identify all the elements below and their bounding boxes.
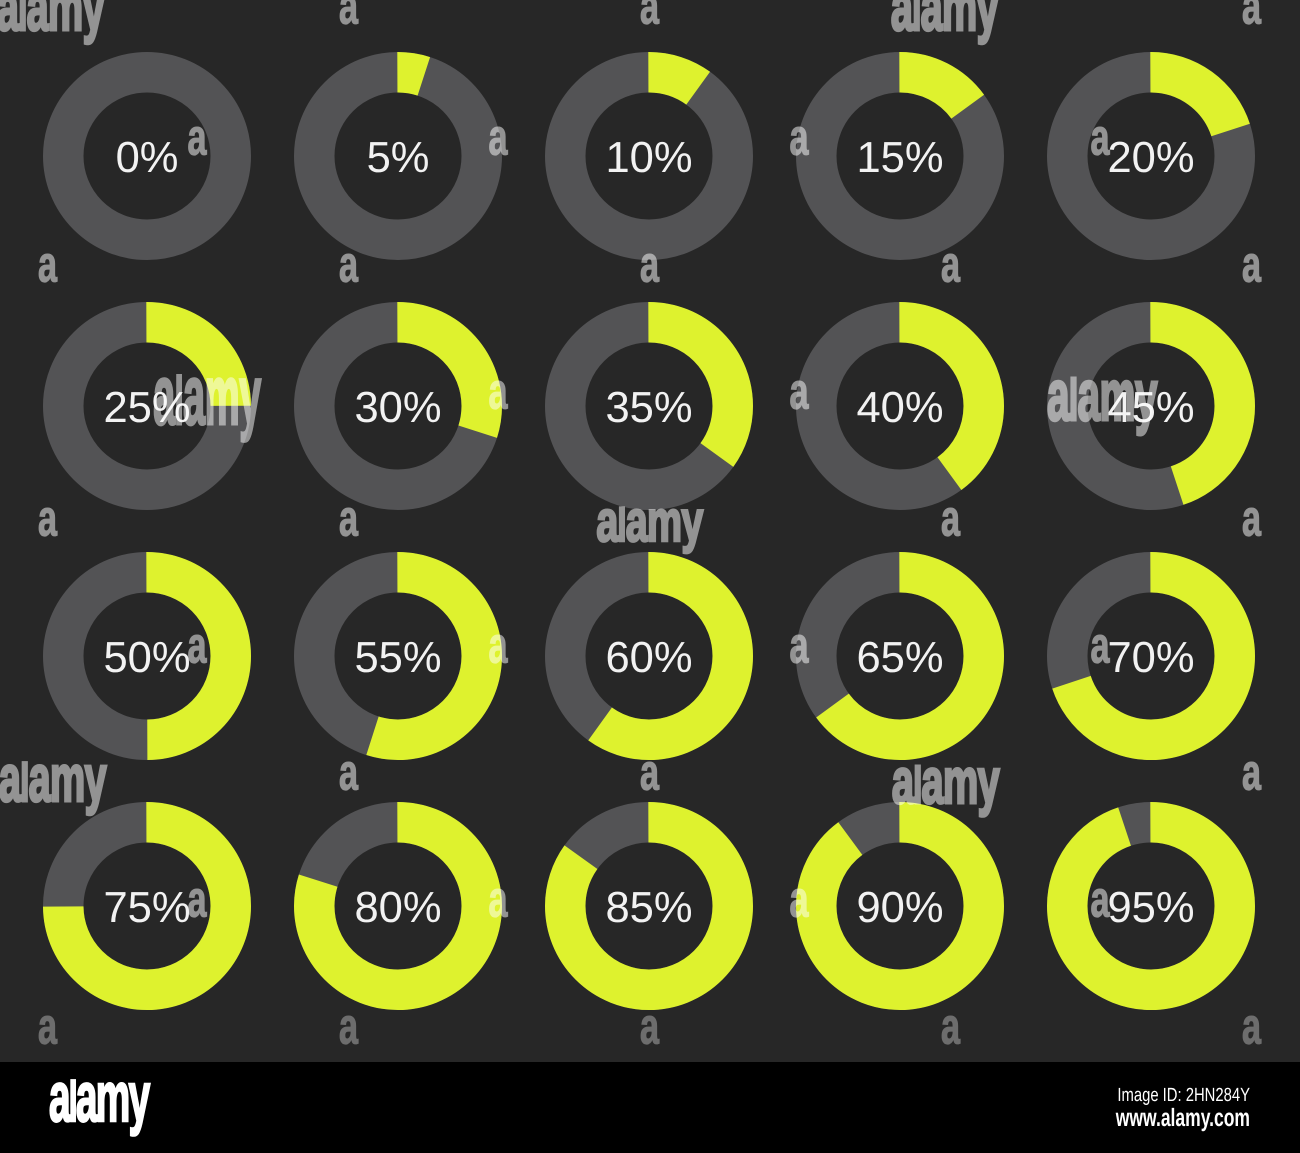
svg-text:90%: 90%	[856, 884, 943, 932]
svg-text:a: a	[640, 998, 659, 1055]
svg-text:alamy: alamy	[49, 1058, 150, 1136]
svg-text:a: a	[339, 0, 358, 35]
svg-text:alamy: alamy	[0, 741, 107, 815]
svg-text:15%: 15%	[856, 134, 943, 182]
svg-text:60%: 60%	[605, 634, 692, 682]
svg-text:a: a	[38, 998, 57, 1055]
svg-text:25%: 25%	[103, 384, 190, 432]
svg-text:a: a	[789, 871, 808, 928]
svg-text:a: a	[488, 617, 507, 674]
svg-text:a: a	[789, 109, 808, 166]
svg-text:a: a	[1242, 744, 1261, 801]
svg-text:a: a	[488, 363, 507, 420]
svg-text:a: a	[789, 617, 808, 674]
svg-text:a: a	[1242, 0, 1261, 35]
svg-text:10%: 10%	[605, 134, 692, 182]
svg-text:a: a	[339, 490, 358, 547]
svg-text:a: a	[339, 744, 358, 801]
svg-text:45%: 45%	[1107, 384, 1194, 432]
svg-text:80%: 80%	[354, 884, 441, 932]
svg-text:65%: 65%	[856, 634, 943, 682]
svg-text:a: a	[941, 490, 960, 547]
svg-text:5%: 5%	[367, 134, 430, 182]
svg-text:alamy: alamy	[0, 0, 105, 44]
svg-text:0%: 0%	[116, 134, 179, 182]
svg-text:a: a	[941, 236, 960, 293]
svg-text:a: a	[1090, 871, 1109, 928]
svg-text:55%: 55%	[354, 634, 441, 682]
svg-text:a: a	[339, 236, 358, 293]
svg-text:a: a	[38, 236, 57, 293]
svg-text:www.alamy.com: www.alamy.com	[1115, 1104, 1250, 1132]
svg-text:a: a	[488, 871, 507, 928]
svg-text:alamy: alamy	[596, 489, 703, 554]
svg-text:a: a	[1242, 998, 1261, 1055]
svg-text:75%: 75%	[103, 884, 190, 932]
svg-text:a: a	[187, 109, 206, 166]
svg-text:a: a	[640, 236, 659, 293]
svg-text:35%: 35%	[605, 384, 692, 432]
svg-text:Image ID: 2HN284Y: Image ID: 2HN284Y	[1117, 1085, 1250, 1106]
svg-text:a: a	[789, 363, 808, 420]
svg-text:a: a	[38, 490, 57, 547]
svg-text:a: a	[187, 617, 206, 674]
svg-text:a: a	[1090, 617, 1109, 674]
svg-text:a: a	[1242, 490, 1261, 547]
svg-text:a: a	[187, 871, 206, 928]
svg-text:alamy: alamy	[1047, 356, 1157, 436]
svg-text:alamy: alamy	[153, 348, 261, 442]
svg-text:20%: 20%	[1107, 134, 1194, 182]
svg-text:alamy: alamy	[891, 0, 999, 44]
svg-text:95%: 95%	[1107, 884, 1194, 932]
svg-text:alamy: alamy	[892, 745, 1000, 817]
svg-text:a: a	[1090, 109, 1109, 166]
svg-text:a: a	[488, 109, 507, 166]
svg-text:50%: 50%	[103, 634, 190, 682]
svg-text:40%: 40%	[856, 384, 943, 432]
svg-text:a: a	[339, 998, 358, 1055]
svg-text:a: a	[1242, 236, 1261, 293]
svg-text:a: a	[640, 0, 659, 35]
svg-text:a: a	[640, 744, 659, 801]
svg-text:70%: 70%	[1107, 634, 1194, 682]
svg-text:30%: 30%	[354, 384, 441, 432]
svg-text:a: a	[941, 998, 960, 1055]
svg-text:85%: 85%	[605, 884, 692, 932]
